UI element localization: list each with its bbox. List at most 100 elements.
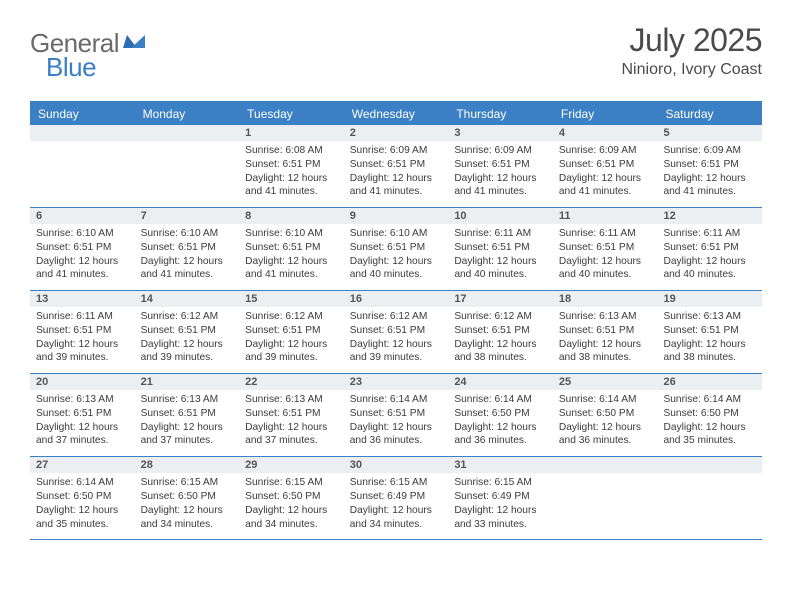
day-body: Sunrise: 6:15 AMSunset: 6:50 PMDaylight:… bbox=[239, 473, 344, 539]
location-title: Ninioro, Ivory Coast bbox=[622, 61, 763, 79]
sunset-line: Sunset: 6:51 PM bbox=[559, 158, 652, 172]
day-body: Sunrise: 6:15 AMSunset: 6:50 PMDaylight:… bbox=[135, 473, 240, 539]
day-cell: 12Sunrise: 6:11 AMSunset: 6:51 PMDayligh… bbox=[657, 208, 762, 290]
day-cell: 7Sunrise: 6:10 AMSunset: 6:51 PMDaylight… bbox=[135, 208, 240, 290]
sunset-line: Sunset: 6:50 PM bbox=[36, 490, 129, 504]
day-cell: 29Sunrise: 6:15 AMSunset: 6:50 PMDayligh… bbox=[239, 457, 344, 539]
day-number: 30 bbox=[344, 457, 449, 473]
day-body: Sunrise: 6:15 AMSunset: 6:49 PMDaylight:… bbox=[448, 473, 553, 539]
day-number: 31 bbox=[448, 457, 553, 473]
sunset-line: Sunset: 6:51 PM bbox=[350, 324, 443, 338]
sunrise-line: Sunrise: 6:08 AM bbox=[245, 144, 338, 158]
day-body: Sunrise: 6:13 AMSunset: 6:51 PMDaylight:… bbox=[657, 307, 762, 373]
day-number: 9 bbox=[344, 208, 449, 224]
sunrise-line: Sunrise: 6:10 AM bbox=[36, 227, 129, 241]
weekday-saturday: Saturday bbox=[657, 103, 762, 125]
sunset-line: Sunset: 6:51 PM bbox=[350, 158, 443, 172]
day-body: Sunrise: 6:12 AMSunset: 6:51 PMDaylight:… bbox=[135, 307, 240, 373]
sunset-line: Sunset: 6:51 PM bbox=[454, 324, 547, 338]
sunset-line: Sunset: 6:49 PM bbox=[350, 490, 443, 504]
day-body: Sunrise: 6:14 AMSunset: 6:50 PMDaylight:… bbox=[30, 473, 135, 539]
title-block: July 2025 Ninioro, Ivory Coast bbox=[622, 22, 763, 79]
calendar-wrap: Sunday Monday Tuesday Wednesday Thursday… bbox=[30, 101, 762, 540]
day-body: Sunrise: 6:11 AMSunset: 6:51 PMDaylight:… bbox=[553, 224, 658, 290]
day-number: 18 bbox=[553, 291, 658, 307]
sunrise-line: Sunrise: 6:12 AM bbox=[454, 310, 547, 324]
sunrise-line: Sunrise: 6:13 AM bbox=[36, 393, 129, 407]
day-cell: 19Sunrise: 6:13 AMSunset: 6:51 PMDayligh… bbox=[657, 291, 762, 373]
sunrise-line: Sunrise: 6:10 AM bbox=[141, 227, 234, 241]
daylight-line: Daylight: 12 hours and 36 minutes. bbox=[350, 421, 443, 449]
day-cell: 24Sunrise: 6:14 AMSunset: 6:50 PMDayligh… bbox=[448, 374, 553, 456]
daylight-line: Daylight: 12 hours and 39 minutes. bbox=[141, 338, 234, 366]
day-cell: 10Sunrise: 6:11 AMSunset: 6:51 PMDayligh… bbox=[448, 208, 553, 290]
day-body: Sunrise: 6:09 AMSunset: 6:51 PMDaylight:… bbox=[448, 141, 553, 207]
weekday-friday: Friday bbox=[553, 103, 658, 125]
daylight-line: Daylight: 12 hours and 41 minutes. bbox=[454, 172, 547, 200]
day-cell bbox=[135, 125, 240, 207]
day-body: Sunrise: 6:12 AMSunset: 6:51 PMDaylight:… bbox=[448, 307, 553, 373]
day-number: 20 bbox=[30, 374, 135, 390]
sunrise-line: Sunrise: 6:14 AM bbox=[36, 476, 129, 490]
day-body: Sunrise: 6:14 AMSunset: 6:51 PMDaylight:… bbox=[344, 390, 449, 456]
day-cell: 18Sunrise: 6:13 AMSunset: 6:51 PMDayligh… bbox=[553, 291, 658, 373]
day-cell: 9Sunrise: 6:10 AMSunset: 6:51 PMDaylight… bbox=[344, 208, 449, 290]
day-cell: 13Sunrise: 6:11 AMSunset: 6:51 PMDayligh… bbox=[30, 291, 135, 373]
day-cell bbox=[30, 125, 135, 207]
day-number: 28 bbox=[135, 457, 240, 473]
day-body: Sunrise: 6:14 AMSunset: 6:50 PMDaylight:… bbox=[448, 390, 553, 456]
daylight-line: Daylight: 12 hours and 37 minutes. bbox=[141, 421, 234, 449]
weekday-wednesday: Wednesday bbox=[344, 103, 449, 125]
day-number: 13 bbox=[30, 291, 135, 307]
day-number: 1 bbox=[239, 125, 344, 141]
day-cell: 15Sunrise: 6:12 AMSunset: 6:51 PMDayligh… bbox=[239, 291, 344, 373]
day-number: 17 bbox=[448, 291, 553, 307]
day-number: 23 bbox=[344, 374, 449, 390]
day-number bbox=[553, 457, 658, 473]
day-body: Sunrise: 6:14 AMSunset: 6:50 PMDaylight:… bbox=[553, 390, 658, 456]
day-cell: 2Sunrise: 6:09 AMSunset: 6:51 PMDaylight… bbox=[344, 125, 449, 207]
sunrise-line: Sunrise: 6:09 AM bbox=[454, 144, 547, 158]
daylight-line: Daylight: 12 hours and 33 minutes. bbox=[454, 504, 547, 532]
sunset-line: Sunset: 6:51 PM bbox=[36, 241, 129, 255]
header-row: General July 2025 Ninioro, Ivory Coast bbox=[30, 22, 762, 79]
sunset-line: Sunset: 6:51 PM bbox=[141, 407, 234, 421]
day-body: Sunrise: 6:09 AMSunset: 6:51 PMDaylight:… bbox=[657, 141, 762, 207]
calendar-page: General July 2025 Ninioro, Ivory Coast B… bbox=[0, 0, 792, 540]
daylight-line: Daylight: 12 hours and 36 minutes. bbox=[559, 421, 652, 449]
sunset-line: Sunset: 6:50 PM bbox=[454, 407, 547, 421]
day-number bbox=[657, 457, 762, 473]
day-cell: 21Sunrise: 6:13 AMSunset: 6:51 PMDayligh… bbox=[135, 374, 240, 456]
day-number: 11 bbox=[553, 208, 658, 224]
sunrise-line: Sunrise: 6:15 AM bbox=[245, 476, 338, 490]
daylight-line: Daylight: 12 hours and 41 minutes. bbox=[559, 172, 652, 200]
daylight-line: Daylight: 12 hours and 41 minutes. bbox=[141, 255, 234, 283]
day-cell: 22Sunrise: 6:13 AMSunset: 6:51 PMDayligh… bbox=[239, 374, 344, 456]
sunset-line: Sunset: 6:51 PM bbox=[245, 158, 338, 172]
daylight-line: Daylight: 12 hours and 38 minutes. bbox=[454, 338, 547, 366]
day-number: 21 bbox=[135, 374, 240, 390]
daylight-line: Daylight: 12 hours and 40 minutes. bbox=[454, 255, 547, 283]
sunrise-line: Sunrise: 6:09 AM bbox=[559, 144, 652, 158]
daylight-line: Daylight: 12 hours and 38 minutes. bbox=[663, 338, 756, 366]
sunrise-line: Sunrise: 6:14 AM bbox=[454, 393, 547, 407]
sunrise-line: Sunrise: 6:12 AM bbox=[141, 310, 234, 324]
daylight-line: Daylight: 12 hours and 34 minutes. bbox=[141, 504, 234, 532]
daylight-line: Daylight: 12 hours and 39 minutes. bbox=[36, 338, 129, 366]
daylight-line: Daylight: 12 hours and 41 minutes. bbox=[350, 172, 443, 200]
sunset-line: Sunset: 6:51 PM bbox=[245, 324, 338, 338]
sunset-line: Sunset: 6:51 PM bbox=[245, 241, 338, 255]
day-body: Sunrise: 6:13 AMSunset: 6:51 PMDaylight:… bbox=[239, 390, 344, 456]
day-cell: 4Sunrise: 6:09 AMSunset: 6:51 PMDaylight… bbox=[553, 125, 658, 207]
day-body: Sunrise: 6:14 AMSunset: 6:50 PMDaylight:… bbox=[657, 390, 762, 456]
day-number: 24 bbox=[448, 374, 553, 390]
sunset-line: Sunset: 6:50 PM bbox=[141, 490, 234, 504]
sunrise-line: Sunrise: 6:11 AM bbox=[559, 227, 652, 241]
day-cell: 14Sunrise: 6:12 AMSunset: 6:51 PMDayligh… bbox=[135, 291, 240, 373]
week-row: 20Sunrise: 6:13 AMSunset: 6:51 PMDayligh… bbox=[30, 374, 762, 457]
brand-text-blue-wrap: Blue bbox=[46, 52, 96, 83]
sunrise-line: Sunrise: 6:13 AM bbox=[245, 393, 338, 407]
week-row: 6Sunrise: 6:10 AMSunset: 6:51 PMDaylight… bbox=[30, 208, 762, 291]
brand-text-blue: Blue bbox=[46, 52, 96, 82]
calendar-weeks: 1Sunrise: 6:08 AMSunset: 6:51 PMDaylight… bbox=[30, 125, 762, 540]
